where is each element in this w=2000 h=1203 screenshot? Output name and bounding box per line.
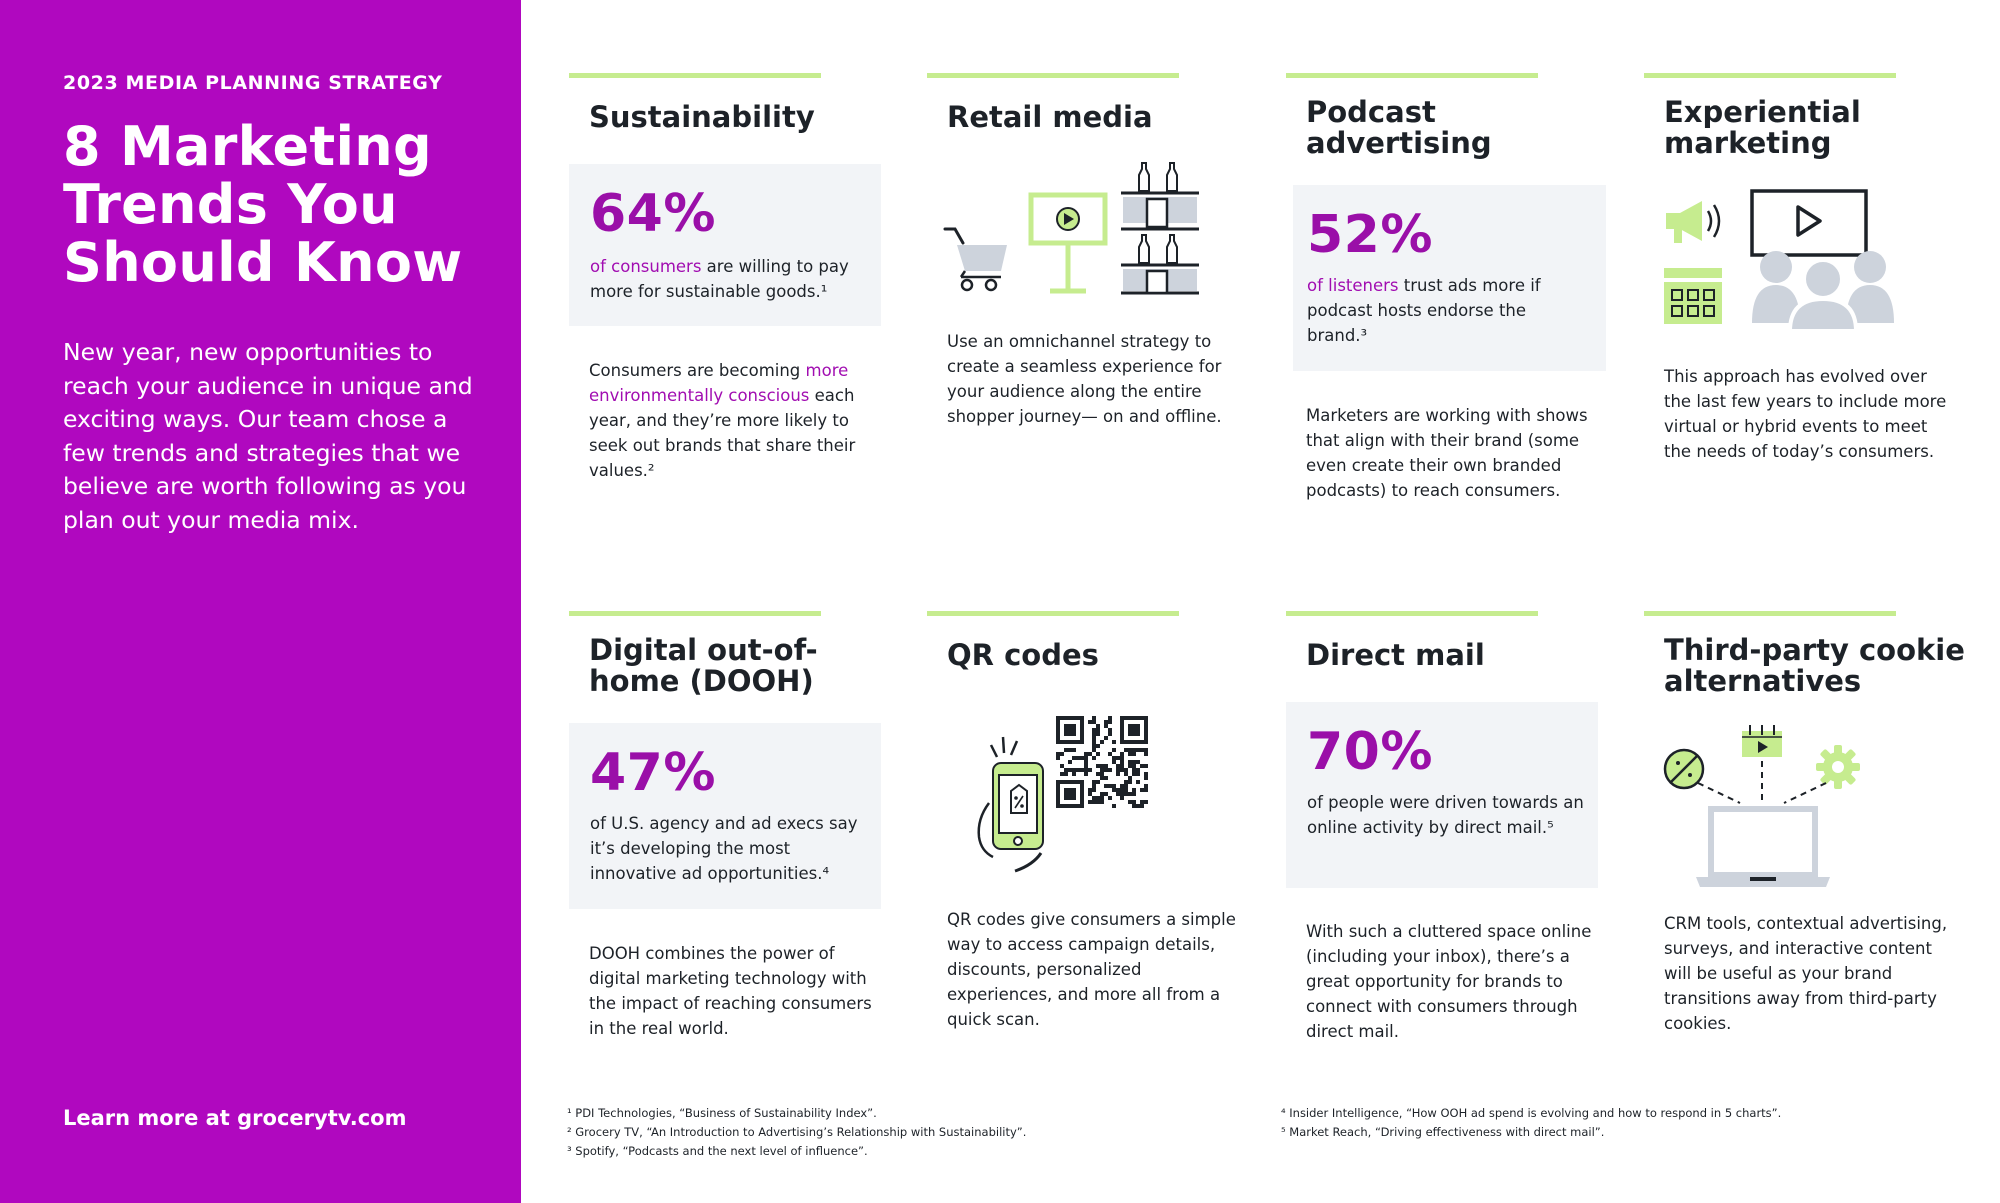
card-retail-media: Retail media Use an omnichannel strategy… — [927, 73, 1247, 513]
card-divider — [569, 611, 821, 616]
card-body: This approach has evolved over the last … — [1664, 367, 1947, 461]
card-qr-codes: QR codes QR codes give consumers a simpl… — [927, 611, 1247, 1051]
stat-highlight: of listeners — [1307, 276, 1399, 295]
stat-box: 70% of people were driven towards an onl… — [1286, 702, 1598, 888]
stat-rest: trust ads more if podcast hosts endorse … — [1307, 276, 1541, 345]
card-body: DOOH combines the power of digital marke… — [589, 944, 872, 1038]
card-heading: Direct mail — [1306, 638, 1485, 672]
footnote: ¹ PDI Technologies, “Business of Sustain… — [567, 1106, 877, 1120]
card-dooh: Digital out-of-home (DOOH) 47% of U.S. a… — [569, 611, 889, 1051]
stat-box: 64% of consumers are willing to pay more… — [569, 164, 881, 326]
card-divider — [927, 73, 1179, 78]
qr-code-icon — [1056, 716, 1148, 808]
card-body: With such a cluttered space online (incl… — [1306, 922, 1592, 1041]
card-heading: QR codes — [947, 638, 1099, 672]
body-post: each year, and they’re more likely to se… — [589, 386, 856, 480]
video-screen-icon — [1750, 189, 1868, 257]
stat-text: of consumers are willing to pay more for… — [590, 254, 872, 304]
footnotes-right: ⁴ Insider Intelligence, “How OOH ad spen… — [1281, 1104, 1921, 1142]
eyebrow-label: 2023 MEDIA PLANNING STRATEGY — [63, 72, 443, 94]
card-direct-mail: Direct mail 70% of people were driven to… — [1286, 611, 1606, 1071]
stat-box: 47% of U.S. agency and ad execs say it’s… — [569, 723, 881, 909]
card-heading: Third-party cookie alternatives — [1664, 633, 1965, 698]
laptop-icon — [1696, 761, 1830, 887]
footnote: ⁵ Market Reach, “Driving effectiveness w… — [1281, 1125, 1605, 1139]
card-cookie-alternatives: Third-party cookie alternatives CRM too — [1644, 611, 1965, 1051]
card-divider — [1286, 611, 1538, 616]
calendar-icon — [1664, 268, 1722, 324]
card-body: Use an omnichannel strategy to create a … — [947, 332, 1222, 426]
page-title: 8 Marketing Trends You Should Know — [63, 115, 463, 294]
shopping-cart-icon — [943, 227, 1007, 292]
stat-rest: are willing to pay more for sustainable … — [590, 257, 849, 301]
card-body: Marketers are working with shows that al… — [1306, 406, 1588, 500]
learn-more-link[interactable]: Learn more at grocerytv.com — [63, 1106, 407, 1130]
card-divider — [569, 73, 821, 78]
calendar-icon — [1742, 725, 1782, 757]
stat-text: of people were driven towards an online … — [1307, 793, 1584, 837]
card-divider — [927, 611, 1179, 616]
footnote: ⁴ Insider Intelligence, “How OOH ad spen… — [1281, 1106, 1782, 1120]
stat-percent: 64% — [590, 184, 716, 244]
footnotes-left: ¹ PDI Technologies, “Business of Sustain… — [567, 1104, 1167, 1161]
card-sustainability: Sustainability 64% of consumers are will… — [569, 73, 889, 513]
sidebar: 2023 MEDIA PLANNING STRATEGY 8 Marketing… — [0, 0, 521, 1203]
card-heading: Sustainability — [589, 100, 815, 134]
body-pre: Consumers are becoming — [589, 361, 806, 380]
stat-box: 52% of listeners trust ads more if podca… — [1293, 185, 1606, 371]
no-cookie-icon — [1663, 748, 1705, 790]
card-heading: Retail media — [947, 100, 1153, 134]
card-body: QR codes give consumers a simple way to … — [947, 910, 1236, 1029]
card-heading: Experiential marketing — [1664, 95, 1861, 160]
card-podcast-advertising: Podcast advertising 52% of listeners tru… — [1286, 73, 1606, 533]
store-shelf-icon — [1121, 162, 1199, 295]
stat-percent: 52% — [1307, 205, 1433, 265]
stat-percent: 70% — [1307, 722, 1433, 782]
card-body: CRM tools, contextual advertising, surve… — [1664, 914, 1948, 1033]
audience-icon — [1752, 251, 1894, 333]
body-highlight: more environmentally conscious — [589, 361, 849, 405]
card-experiential-marketing: Experiential marketing This approach has… — [1644, 73, 1964, 513]
megaphone-icon — [1666, 201, 1721, 243]
stat-text: of listeners trust ads more if podcast h… — [1307, 273, 1589, 348]
card-divider — [1286, 73, 1538, 78]
card-heading: Podcast advertising — [1306, 95, 1492, 160]
card-divider — [1644, 611, 1896, 616]
card-heading: Digital out-of-home (DOOH) — [589, 633, 818, 698]
intro-text: New year, new opportunities to reach you… — [63, 338, 473, 534]
stat-text: of U.S. agency and ad execs say it’s dev… — [590, 814, 858, 883]
footnote: ³ Spotify, “Podcasts and the next level … — [567, 1144, 868, 1158]
digital-sign-icon — [1028, 192, 1108, 294]
card-body: Consumers are becoming more environmenta… — [589, 358, 879, 483]
card-divider — [1644, 73, 1896, 78]
stat-percent: 47% — [590, 743, 716, 803]
gear-icon — [1816, 745, 1860, 789]
price-tag-icon — [1010, 783, 1028, 814]
footnote: ² Grocery TV, “An Introduction to Advert… — [567, 1125, 1027, 1139]
stat-highlight: of consumers — [590, 257, 702, 276]
phone-icon — [977, 736, 1044, 873]
